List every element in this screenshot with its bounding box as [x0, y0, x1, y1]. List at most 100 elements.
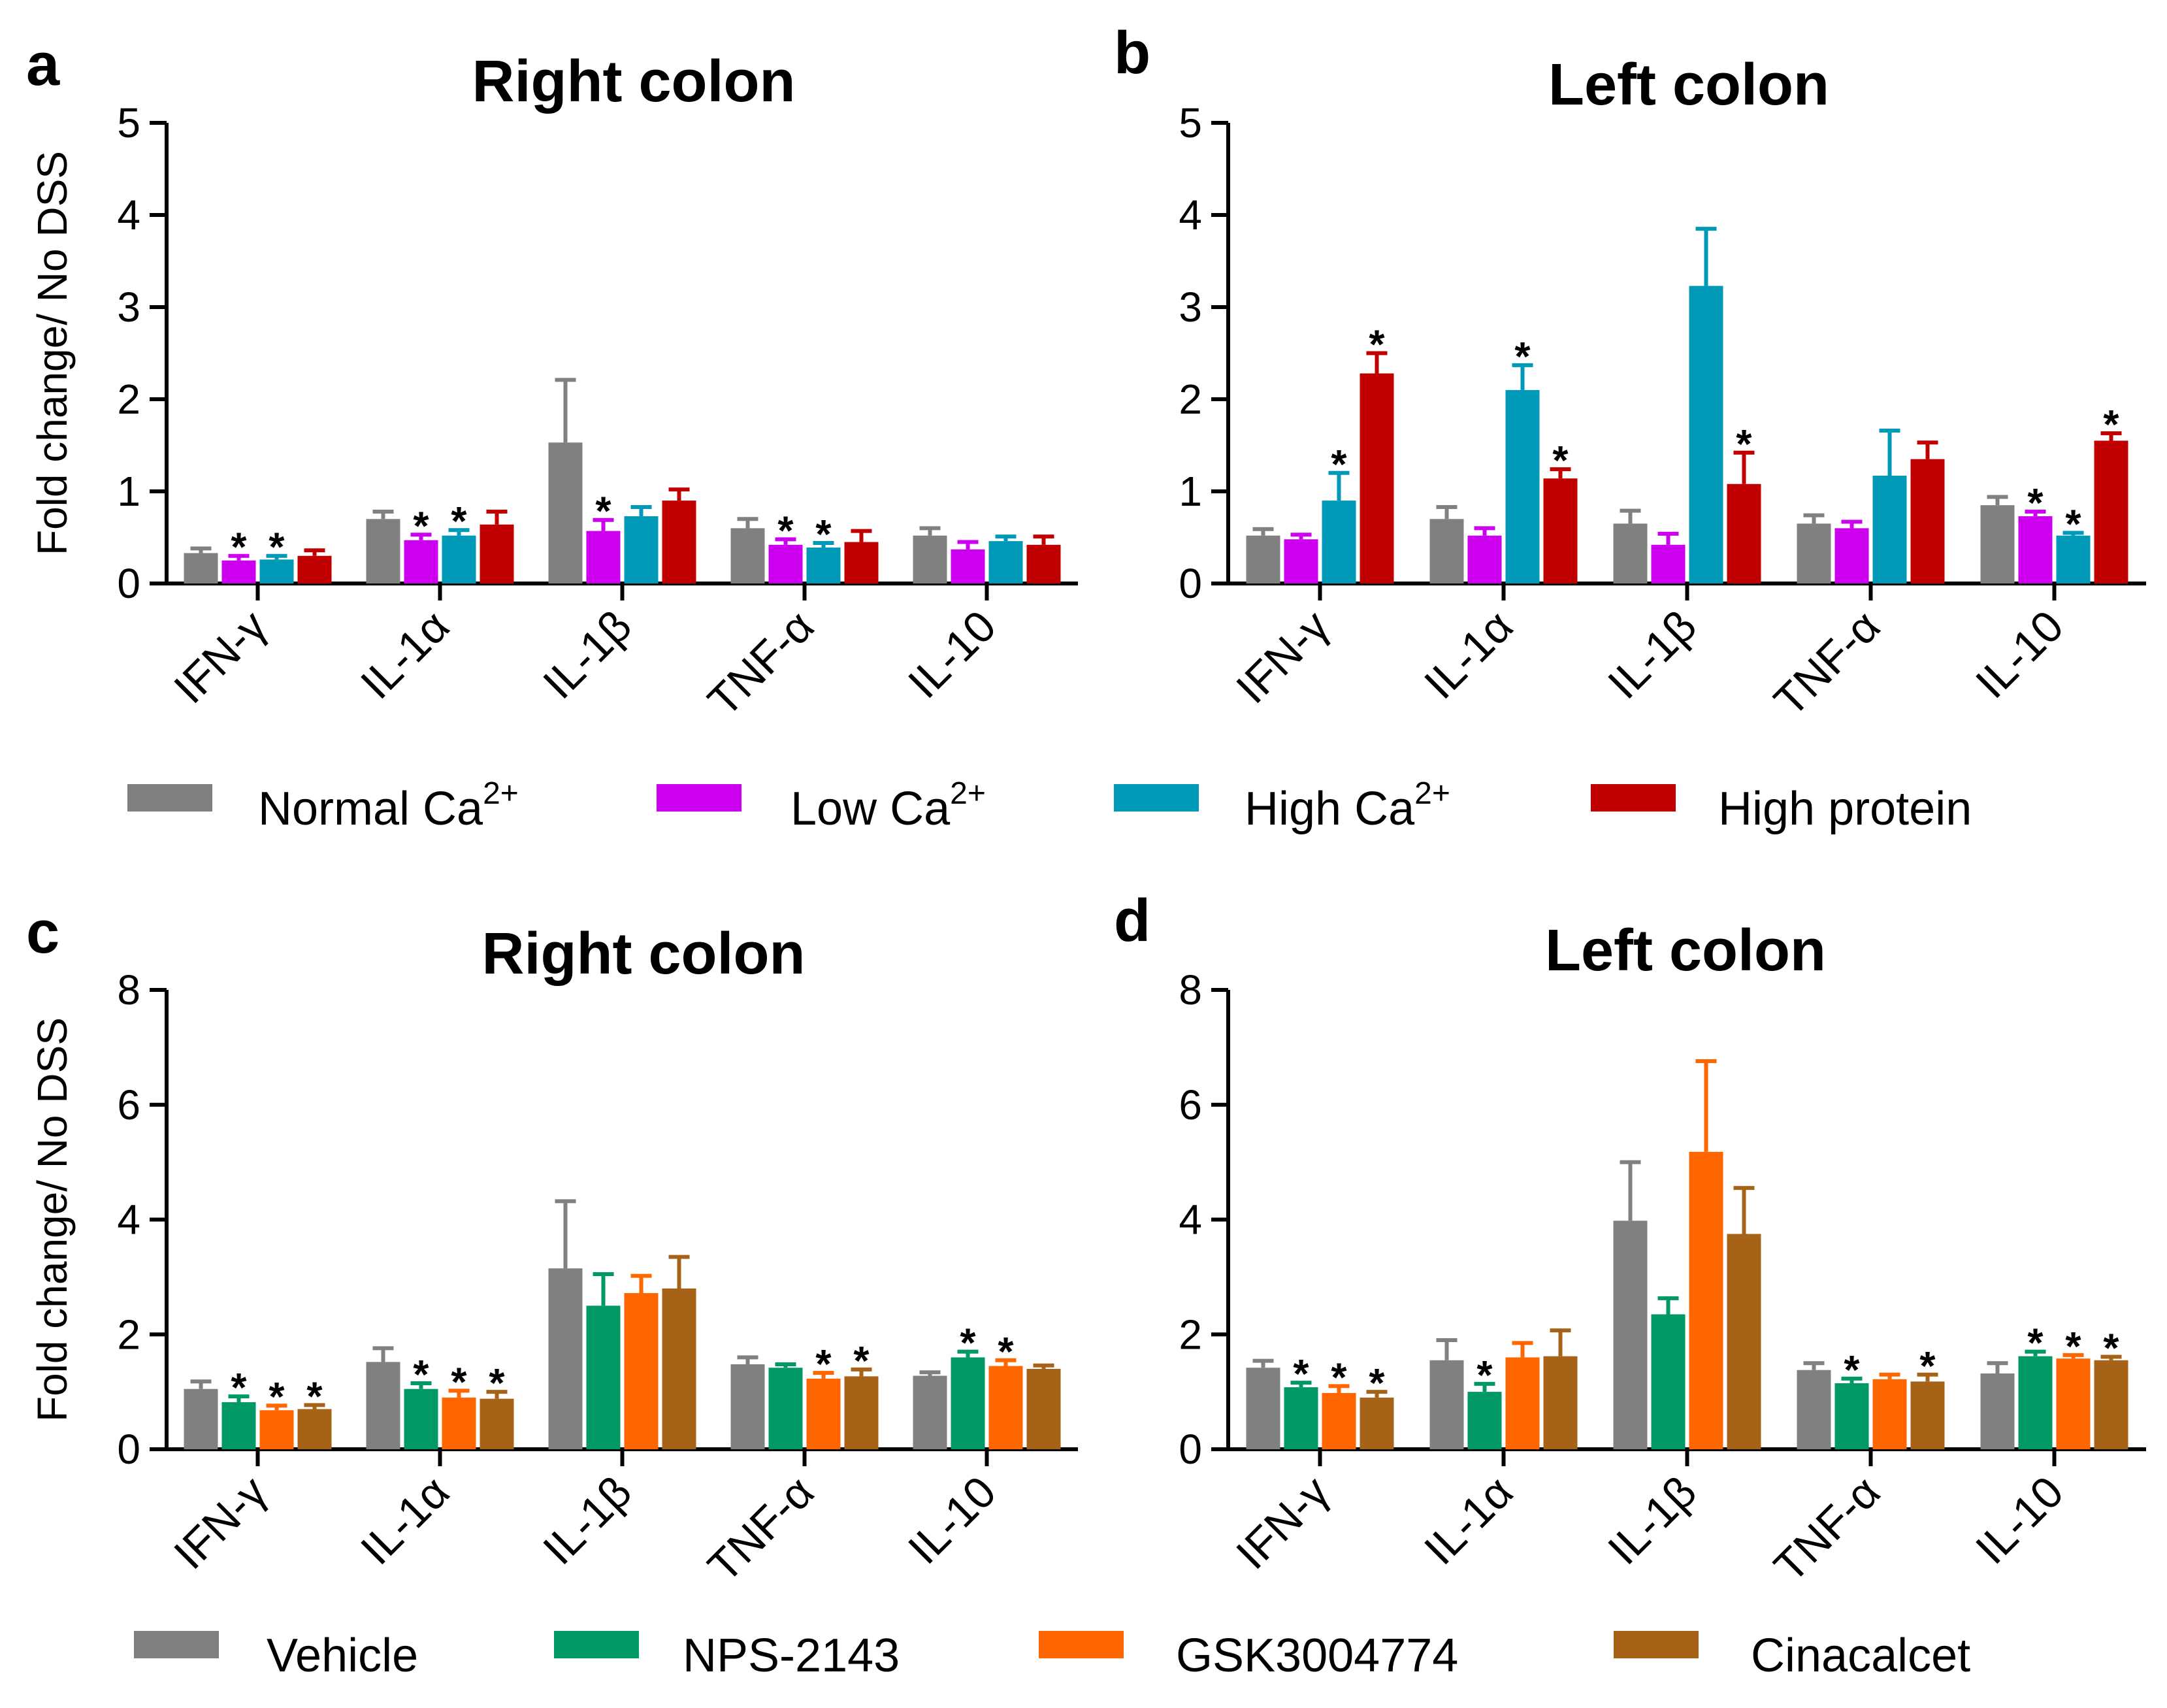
significance-marker: *	[306, 1374, 323, 1419]
panel-a: a Right colon 0 1 2 3 4 5 Fold change/ No DSS IFN…	[26, 31, 1078, 726]
bar	[1246, 535, 1280, 583]
y-tick-label: 3	[117, 284, 140, 331]
panel-letter: b	[1114, 20, 1150, 86]
y-tick-label: 4	[1179, 1196, 1202, 1243]
bar	[988, 541, 1023, 583]
x-tick-label: IL-10	[899, 1467, 1005, 1573]
bar	[480, 524, 514, 583]
legend-swatch	[554, 1631, 639, 1658]
bar	[768, 1368, 803, 1449]
bar	[1872, 476, 1907, 583]
y-tick-label: 5	[1179, 99, 1202, 146]
bar	[2056, 535, 2091, 583]
bar	[1543, 1356, 1578, 1449]
significance-marker: *	[451, 499, 467, 544]
legend-swatch	[1039, 1631, 1124, 1658]
bar	[1910, 459, 1945, 583]
bar	[2094, 440, 2128, 583]
y-tick-label: 1	[117, 468, 140, 515]
bar	[1429, 519, 1464, 583]
chart-title: Left colon	[1545, 918, 1826, 983]
panel-c: c Right colon 0 2 4 6 8 Fold change/ No DSS IFN-…	[26, 899, 1078, 1592]
bar	[768, 544, 803, 583]
significance-marker: *	[2065, 1324, 2081, 1370]
bar	[297, 555, 332, 583]
significance-marker: *	[269, 1375, 285, 1420]
bar	[404, 540, 438, 583]
y-axis-title: Fold change/ No DSS	[29, 1017, 76, 1422]
significance-marker: *	[1844, 1348, 1860, 1393]
x-tick-label: IL-1β	[1599, 601, 1706, 708]
bar	[1505, 389, 1540, 583]
y-tick-label: 6	[1179, 1081, 1202, 1128]
bar	[951, 1357, 985, 1449]
bar	[913, 1375, 947, 1449]
bar	[366, 1362, 400, 1449]
significance-marker: *	[777, 508, 794, 553]
bar	[806, 1378, 841, 1449]
panel-d: d Left colon 0 2 4 6 8 IFN-γ * * * IL-1α * IL-1β TNF-α…	[1114, 887, 2146, 1592]
bar	[1689, 1151, 1723, 1449]
x-tick-label: TNF-α	[1765, 601, 1889, 726]
x-tick-label: IL-1β	[534, 1467, 641, 1574]
legend-label: High protein	[1718, 783, 1972, 835]
bar	[1980, 1373, 2015, 1449]
chart-title: Right colon	[472, 49, 796, 114]
legend-swatch	[134, 1631, 219, 1658]
x-tick-label: IFN-γ	[1227, 1467, 1339, 1579]
bar	[1910, 1381, 1945, 1449]
significance-marker: *	[1331, 1355, 1347, 1400]
significance-marker: *	[595, 489, 611, 534]
bar	[1322, 1392, 1356, 1449]
bar	[1505, 1357, 1540, 1449]
panel-letter: a	[26, 31, 60, 98]
x-tick-label: TNF-α	[1765, 1467, 1889, 1592]
bar	[586, 531, 621, 583]
y-tick-label: 4	[1179, 191, 1202, 238]
x-tick-label: IFN-γ	[165, 601, 276, 713]
significance-marker: *	[1331, 442, 1347, 487]
y-tick-label: 1	[1179, 468, 1202, 515]
bar	[259, 1410, 294, 1449]
x-tick-label: IL-10	[1966, 1467, 2073, 1573]
bar	[1246, 1368, 1280, 1449]
significance-marker: *	[853, 1339, 870, 1384]
legend-label: Vehicle	[267, 1630, 418, 1682]
significance-marker: *	[998, 1330, 1014, 1375]
y-tick-label: 4	[117, 1196, 140, 1243]
legend-swatch	[1114, 784, 1199, 812]
panel-letter: d	[1114, 887, 1150, 954]
legend-drug: Vehicle NPS-2143 GSK3004774 Cinacalcet	[134, 1630, 1970, 1682]
bar	[1613, 1221, 1648, 1449]
bar	[366, 519, 400, 583]
significance-marker: *	[231, 525, 247, 570]
significance-marker: *	[2103, 1326, 2119, 1371]
bar	[1284, 1387, 1318, 1449]
chart-title: Left colon	[1548, 52, 1829, 118]
y-tick-label: 2	[117, 376, 140, 423]
x-tick-label: IL-10	[899, 601, 1005, 708]
y-tick-label: 0	[117, 560, 140, 607]
bar	[297, 1409, 332, 1449]
bar	[1797, 523, 1831, 583]
y-tick-label: 0	[1179, 1426, 1202, 1473]
bar	[1872, 1379, 1907, 1449]
significance-marker: *	[2027, 1321, 2044, 1366]
bar	[730, 1364, 765, 1449]
legend-label: Cinacalcet	[1751, 1630, 1970, 1682]
significance-marker: *	[960, 1321, 976, 1366]
y-tick-label: 6	[117, 1081, 140, 1128]
bar	[951, 549, 985, 583]
x-tick-label: TNF-α	[698, 601, 823, 726]
significance-marker: *	[489, 1361, 505, 1406]
y-tick-label: 3	[1179, 284, 1202, 331]
y-tick-label: 2	[1179, 376, 1202, 423]
bar	[1429, 1360, 1464, 1449]
bar	[730, 528, 765, 583]
legend-label: Normal Ca2+	[258, 776, 519, 835]
bar	[1651, 544, 1686, 583]
bar	[1689, 286, 1723, 583]
y-tick-label: 5	[117, 99, 140, 146]
significance-marker: *	[815, 512, 832, 557]
